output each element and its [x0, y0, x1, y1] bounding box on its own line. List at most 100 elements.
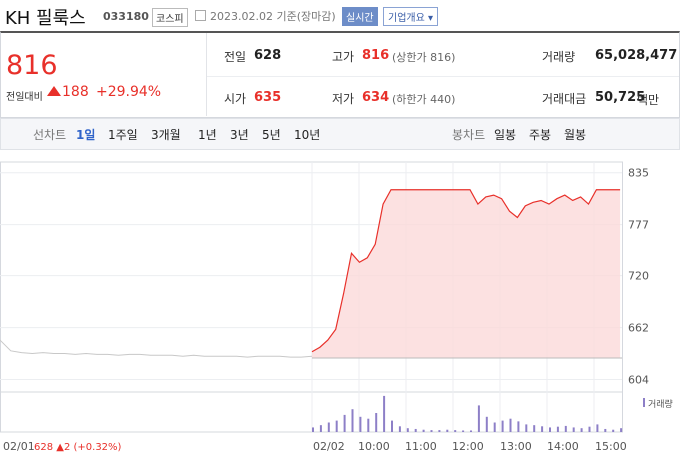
stat-label: 저가 [332, 92, 355, 106]
stat-value: 634 [362, 90, 390, 105]
candle-tab[interactable]: 월봉 [564, 128, 587, 142]
stat-unit: 백만 [637, 93, 660, 107]
volume-bar [477, 405, 480, 432]
up-arrow [47, 86, 61, 96]
y-tick-label: 777 [628, 219, 649, 232]
volume-bar [604, 428, 607, 432]
price-line [311, 189, 621, 353]
prev-day-line [0, 339, 313, 358]
volume-bar [470, 430, 472, 432]
y-tick-label: 604 [628, 373, 649, 386]
stat-label: 시가 [224, 92, 247, 106]
period-tab[interactable]: 3년 [230, 128, 249, 142]
candle-tab[interactable]: 주봉 [529, 128, 552, 142]
price-area [312, 189, 621, 358]
x-tick-label: 02/02 [313, 440, 345, 453]
volume-bar [517, 421, 520, 432]
volume-bar [549, 427, 551, 432]
volume-bar [398, 426, 401, 432]
overview-text: 기업개요 [388, 13, 425, 24]
volume-bar [580, 428, 583, 432]
stat-label: 고가 [332, 50, 355, 64]
period-tab[interactable]: 5년 [262, 128, 281, 142]
volume-bar [406, 428, 409, 432]
volume-bar [430, 430, 433, 432]
stat-value: 635 [254, 90, 282, 105]
volume-bar [438, 430, 441, 432]
date: 2023.02.02 기준(장마감) [210, 10, 336, 23]
tab-group-label: 선차트 [33, 128, 67, 142]
volume-bar [564, 425, 567, 432]
footer-info: 628 ▲2 (+0.32%) [34, 442, 122, 453]
volume-bar [462, 430, 465, 432]
candle-tab[interactable]: 일봉 [494, 128, 517, 142]
volume-bar [541, 426, 544, 432]
stat-value: 65,028,477 [595, 48, 678, 63]
x-tick-label: 12:00 [452, 440, 484, 453]
stat-note: (상한가 816) [392, 51, 456, 64]
divider [207, 76, 679, 77]
volume-bar [556, 426, 559, 432]
footer-date: 02/01 [3, 440, 35, 453]
stat-label: 전일 [224, 50, 247, 64]
volume-bar [493, 422, 496, 432]
period-tab[interactable]: 1일 [76, 128, 96, 142]
change-rate: +29.94% [96, 84, 162, 100]
x-tick-label: 11:00 [405, 440, 437, 453]
volume-bar [533, 425, 536, 432]
volume-bar [343, 414, 346, 432]
volume-bar [454, 430, 457, 432]
volume-bar [351, 409, 354, 432]
stock-code: 033180 [103, 10, 149, 23]
volume-bar [572, 427, 575, 432]
volume-bar [446, 429, 449, 432]
stat-value: 816 [362, 48, 390, 63]
x-tick-label: 15:00 [595, 440, 627, 453]
x-tick-label: 13:00 [500, 440, 532, 453]
change: 188 [62, 84, 89, 100]
y-tick-label: 662 [628, 322, 649, 335]
x-tick-label: 14:00 [547, 440, 579, 453]
volume-bar [596, 424, 599, 432]
volume-bar [501, 420, 504, 432]
stock-name: KH 필룩스 [5, 8, 86, 29]
realtime-button[interactable]: 실시간 [342, 7, 378, 26]
tab-bar [0, 118, 680, 150]
period-tab[interactable]: 1주일 [108, 128, 138, 142]
volume-bar [375, 413, 378, 432]
stat-label: 거래대금 [542, 92, 587, 106]
volume-bar [391, 420, 393, 432]
y-tick-label: 835 [628, 167, 649, 180]
stat-value: 50,725 [595, 90, 646, 105]
stat-label: 거래량 [542, 50, 576, 64]
volume-bar [414, 428, 417, 432]
volume-legend-mark [643, 398, 645, 407]
volume-bar [588, 426, 591, 432]
divider [206, 33, 207, 116]
volume-legend: 거래량 [648, 398, 673, 410]
change-label: 전일대비 [6, 92, 43, 103]
period-tab[interactable]: 10년 [294, 128, 321, 142]
stat-note: (하한가 440) [392, 93, 456, 106]
volume-bar [367, 418, 370, 432]
volume-bar [327, 422, 330, 432]
current-price: 816 [6, 50, 58, 81]
period-tab[interactable]: 3개월 [151, 128, 181, 142]
volume-bar [312, 427, 314, 432]
volume-bar [612, 429, 615, 432]
y-tick-label: 720 [628, 270, 649, 283]
volume-bar [525, 424, 528, 432]
volume-bar [485, 416, 488, 432]
volume-bar [319, 425, 322, 432]
volume-bar [422, 429, 425, 432]
market-badge: 코스피 [152, 8, 188, 27]
volume-bar [620, 428, 623, 432]
period-tab[interactable]: 1년 [198, 128, 217, 142]
overview-button[interactable]: 기업개요 ▾ [383, 7, 439, 26]
volume-bar [383, 395, 386, 432]
volume-bar [509, 418, 512, 432]
tab-group-label: 봉차트 [452, 128, 486, 142]
stat-value: 628 [254, 48, 282, 63]
